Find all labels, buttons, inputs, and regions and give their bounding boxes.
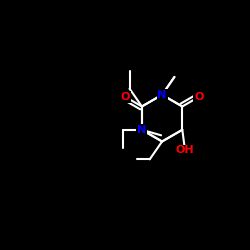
Text: N: N (158, 90, 167, 100)
Text: O: O (194, 92, 204, 102)
Text: OH: OH (176, 146, 194, 156)
Text: N: N (137, 125, 146, 135)
Text: O: O (120, 92, 130, 102)
